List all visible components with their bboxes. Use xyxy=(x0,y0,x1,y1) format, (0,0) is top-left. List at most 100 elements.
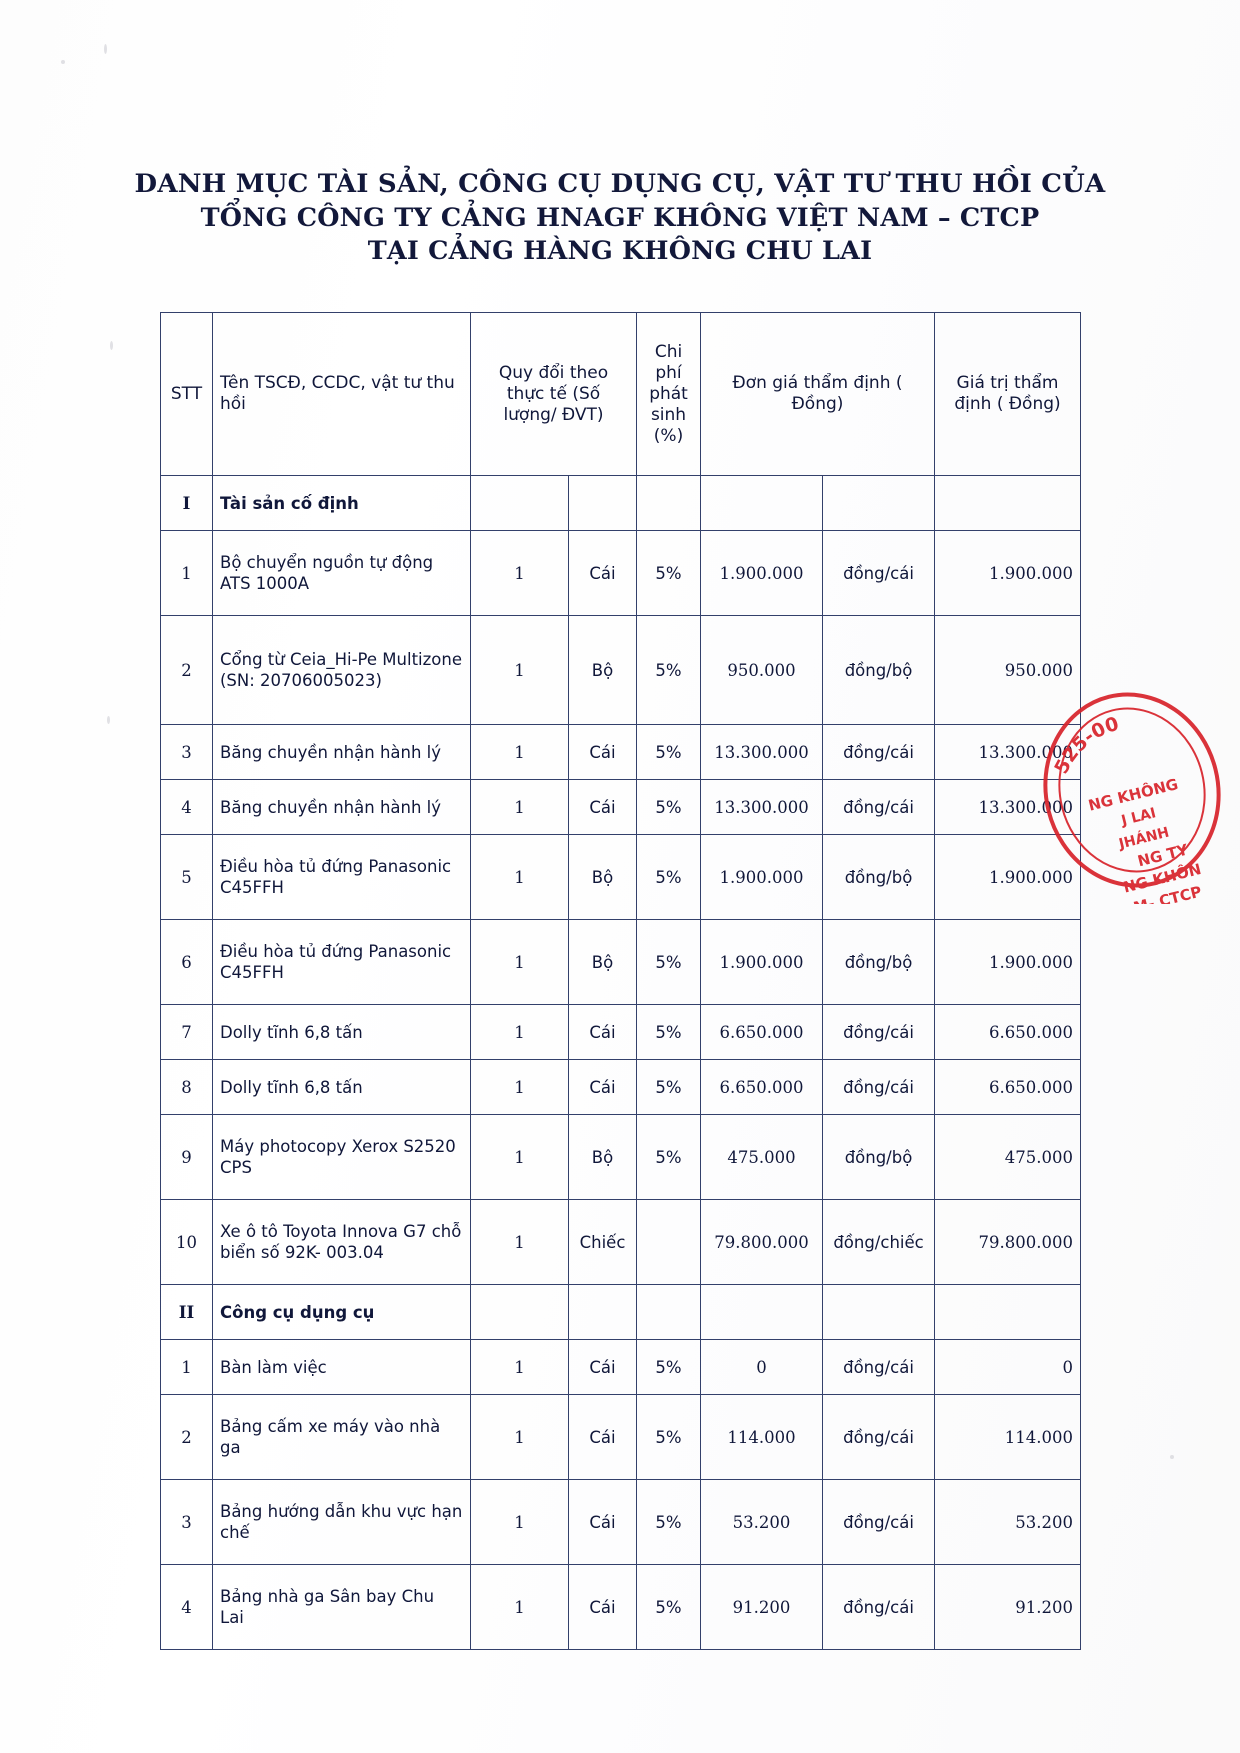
row-currency-unit: đồng/cái xyxy=(822,1004,936,1060)
row-currency-unit: đồng/bộ xyxy=(822,834,936,920)
svg-text:M- CTCP: M- CTCP xyxy=(1132,882,1204,904)
row-unit: Chiếc xyxy=(567,1199,638,1285)
row-item-name: Bàn làm việc xyxy=(212,1339,471,1395)
section-value xyxy=(934,475,1082,531)
row-total-value: 53.200 xyxy=(934,1479,1082,1565)
row-total-value: 13.300.000 xyxy=(934,779,1082,835)
table-row: 4 Băng chuyền nhận hành lý 1 Cái 5% 13.300.00… xyxy=(160,779,1082,835)
section-unit xyxy=(567,1284,638,1340)
row-unit: Bộ xyxy=(567,615,638,725)
scan-speck xyxy=(1170,1455,1174,1459)
row-quantity: 1 xyxy=(470,1339,569,1395)
section-unit xyxy=(567,475,638,531)
row-currency-unit: đồng/cái xyxy=(822,1394,936,1480)
section-currency xyxy=(822,475,936,531)
row-total-value: 1.900.000 xyxy=(934,530,1082,616)
table-section-row: II Công cụ dụng cụ xyxy=(160,1284,1082,1340)
row-fee-percent: 5% xyxy=(636,1394,702,1480)
row-total-value: 6.650.000 xyxy=(934,1059,1082,1115)
row-index: 7 xyxy=(160,1004,213,1060)
row-index: 1 xyxy=(160,1339,213,1395)
row-quantity: 1 xyxy=(470,724,569,780)
row-item-name: Điều hòa tủ đứng Panasonic C45FFH xyxy=(212,834,471,920)
row-fee-percent: 5% xyxy=(636,530,702,616)
table-row: 2 Cổng từ Ceia_Hi-Pe Multizone (SN: 20706… xyxy=(160,615,1082,725)
scan-speck xyxy=(107,716,110,724)
section-currency xyxy=(822,1284,936,1340)
row-fee-percent: 5% xyxy=(636,919,702,1005)
row-currency-unit: đồng/cái xyxy=(822,724,936,780)
row-item-name: Băng chuyền nhận hành lý xyxy=(212,779,471,835)
row-index: 4 xyxy=(160,1564,213,1650)
section-price xyxy=(700,1284,824,1340)
row-fee-percent: 5% xyxy=(636,615,702,725)
row-fee-percent: 5% xyxy=(636,834,702,920)
row-item-name: Dolly tĩnh 6,8 tấn xyxy=(212,1059,471,1115)
row-item-name: Bảng hướng dẫn khu vực hạn chế xyxy=(212,1479,471,1565)
row-quantity: 1 xyxy=(470,1059,569,1115)
header-fee: Chi phí phát sinh (%) xyxy=(636,312,702,476)
row-unit-price: 13.300.000 xyxy=(700,724,824,780)
header-row: STT Tên TSCĐ, CCDC, vật tư thu hồi Quy đ… xyxy=(160,312,1082,476)
row-index: 3 xyxy=(160,1479,213,1565)
row-total-value: 6.650.000 xyxy=(934,1004,1082,1060)
row-unit: Cái xyxy=(567,1059,638,1115)
row-fee-percent: 5% xyxy=(636,1564,702,1650)
row-unit-price: 1.900.000 xyxy=(700,919,824,1005)
scan-speck xyxy=(61,60,65,64)
asset-inventory-table: STT Tên TSCĐ, CCDC, vật tư thu hồi Quy đ… xyxy=(160,312,1082,1650)
row-quantity: 1 xyxy=(470,615,569,725)
row-quantity: 1 xyxy=(470,1564,569,1650)
row-quantity: 1 xyxy=(470,1004,569,1060)
row-total-value: 13.300.000 xyxy=(934,724,1082,780)
row-unit-price: 6.650.000 xyxy=(700,1004,824,1060)
row-unit-price: 1.900.000 xyxy=(700,834,824,920)
table-row: 10 Xe ô tô Toyota Innova G7 chỗ biển số 9… xyxy=(160,1199,1082,1285)
row-index: 6 xyxy=(160,919,213,1005)
row-fee-percent: 5% xyxy=(636,1339,702,1395)
row-currency-unit: đồng/chiếc xyxy=(822,1199,936,1285)
section-index: II xyxy=(160,1284,213,1340)
row-unit-price: 475.000 xyxy=(700,1114,824,1200)
row-index: 2 xyxy=(160,615,213,725)
row-fee-percent: 5% xyxy=(636,779,702,835)
row-item-name: Điều hòa tủ đứng Panasonic C45FFH xyxy=(212,919,471,1005)
table-row: 9 Máy photocopy Xerox S2520 CPS 1 Bộ 5% 475.0… xyxy=(160,1114,1082,1200)
row-unit: Cái xyxy=(567,530,638,616)
row-total-value: 0 xyxy=(934,1339,1082,1395)
row-item-name: Bộ chuyển nguồn tự động ATS 1000A xyxy=(212,530,471,616)
row-quantity: 1 xyxy=(470,919,569,1005)
row-item-name: Bảng nhà ga Sân bay Chu Lai xyxy=(212,1564,471,1650)
row-quantity: 1 xyxy=(470,779,569,835)
svg-text:J LAI: J LAI xyxy=(1119,805,1158,829)
header-unit-price: Đơn giá thẩm định ( Đồng) xyxy=(700,312,936,476)
row-index: 10 xyxy=(160,1199,213,1285)
header-total-value: Giá trị thẩm định ( Đồng) xyxy=(934,312,1082,476)
row-unit: Bộ xyxy=(567,834,638,920)
table-row: 3 Băng chuyền nhận hành lý 1 Cái 5% 13.300.00… xyxy=(160,724,1082,780)
row-index: 2 xyxy=(160,1394,213,1480)
document-title: DANH MỤC TÀI SẢN, CÔNG CỤ DỤNG CỤ, VẬT T… xyxy=(0,168,1240,267)
title-line-3: TẠI CẢNG HÀNG KHÔNG CHU LAI xyxy=(367,236,873,265)
row-total-value: 950.000 xyxy=(934,615,1082,725)
row-fee-percent: 5% xyxy=(636,1004,702,1060)
title-line-1: DANH MỤC TÀI SẢN, CÔNG CỤ DỤNG CỤ, VẬT T… xyxy=(134,169,1106,199)
table-body: I Tài sản cố định 1 Bộ chuyển nguồn tự động… xyxy=(160,475,1082,1650)
row-item-name: Xe ô tô Toyota Innova G7 chỗ biển số 92K… xyxy=(212,1199,471,1285)
row-index: 1 xyxy=(160,530,213,616)
row-quantity: 1 xyxy=(470,1394,569,1480)
row-quantity: 1 xyxy=(470,1114,569,1200)
row-index: 8 xyxy=(160,1059,213,1115)
row-index: 9 xyxy=(160,1114,213,1200)
section-fee xyxy=(636,475,702,531)
header-name: Tên TSCĐ, CCDC, vật tư thu hồi xyxy=(212,312,471,476)
row-total-value: 114.000 xyxy=(934,1394,1082,1480)
row-quantity: 1 xyxy=(470,530,569,616)
scan-speck xyxy=(110,341,113,350)
row-unit-price: 950.000 xyxy=(700,615,824,725)
row-currency-unit: đồng/bộ xyxy=(822,1114,936,1200)
row-index: 5 xyxy=(160,834,213,920)
section-index: I xyxy=(160,475,213,531)
header-stt: STT xyxy=(160,312,213,476)
row-quantity: 1 xyxy=(470,1479,569,1565)
